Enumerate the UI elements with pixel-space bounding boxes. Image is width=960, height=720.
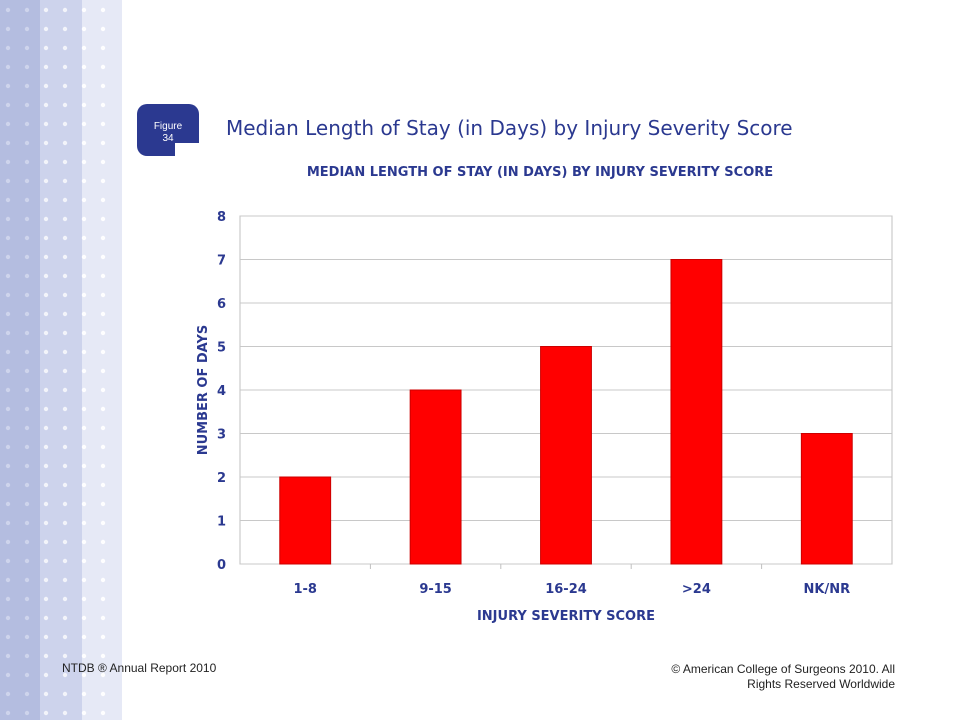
- footer-copyright: © American College of Surgeons 2010. All…: [635, 662, 895, 692]
- footer-report-name: NTDB ® Annual Report 2010: [62, 661, 217, 675]
- copyright-line-1: © American College of Surgeons 2010. All: [671, 662, 895, 676]
- bar-1: [279, 476, 332, 565]
- slide-title: Median Length of Stay (in Days) by Injur…: [226, 116, 793, 140]
- bars: [279, 259, 853, 565]
- figure-number: 34: [162, 133, 174, 144]
- x-tick-labels: 1-8 9-15 16-24 >24 NK/NR: [293, 582, 850, 597]
- y-tick-label: 7: [217, 254, 226, 269]
- x-tick-label: NK/NR: [804, 582, 851, 597]
- y-tick-label: 6: [217, 297, 226, 312]
- y-tick-labels: 0 1 2 3 4 5 6 7 8: [217, 210, 226, 573]
- bar-5: [800, 433, 853, 565]
- y-tick-label: 0: [217, 558, 226, 573]
- x-tick-label: >24: [682, 582, 711, 597]
- bar-3: [540, 346, 592, 565]
- decorative-side-strip: [0, 0, 122, 720]
- bar-4: [670, 259, 723, 565]
- chart-title: MEDIAN LENGTH OF STAY (IN DAYS) BY INJUR…: [307, 165, 773, 180]
- x-tick-label: 16-24: [545, 582, 587, 597]
- y-tick-label: 3: [217, 428, 226, 443]
- y-tick-label: 8: [217, 210, 226, 225]
- bar-2: [409, 389, 462, 565]
- y-axis-label: NUMBER OF DAYS: [196, 325, 211, 456]
- bar-chart: MEDIAN LENGTH OF STAY (IN DAYS) BY INJUR…: [196, 165, 893, 624]
- x-tick-label: 1-8: [293, 582, 317, 597]
- y-tick-label: 1: [217, 515, 226, 530]
- x-axis-label: INJURY SEVERITY SCORE: [477, 609, 655, 624]
- copyright-line-2: Rights Reserved Worldwide: [747, 677, 895, 691]
- y-tick-label: 4: [217, 384, 226, 399]
- x-tick-label: 9-15: [419, 582, 452, 597]
- figure-label: Figure: [153, 121, 183, 132]
- dot-pattern: [5, 7, 106, 716]
- y-tick-label: 5: [217, 341, 226, 356]
- y-tick-label: 2: [217, 471, 226, 486]
- figure-badge: Figure 34: [137, 104, 199, 156]
